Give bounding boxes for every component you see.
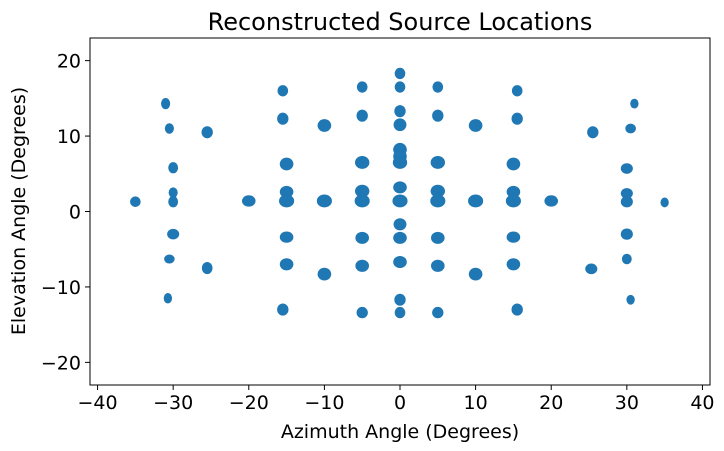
data-point-73	[620, 228, 633, 240]
y-tick-label: −10	[41, 277, 81, 299]
y-axis: −20 −10 0 10 20	[41, 51, 90, 374]
data-point-65	[544, 195, 559, 207]
data-point-30	[355, 259, 369, 272]
data-point-4	[168, 162, 179, 174]
data-point-9	[163, 292, 173, 304]
data-point-32	[394, 67, 406, 80]
data-point-72	[620, 196, 633, 208]
data-point-12	[241, 195, 256, 207]
data-point-61	[505, 194, 521, 208]
data-point-51	[431, 231, 445, 244]
x-tick-label: 20	[539, 392, 563, 414]
data-point-27	[355, 184, 370, 198]
data-point-59	[506, 157, 521, 171]
data-point-69	[625, 123, 636, 134]
data-point-38	[392, 156, 408, 169]
data-point-40	[392, 194, 408, 208]
data-point-5	[168, 187, 178, 198]
data-point-3	[164, 123, 174, 134]
data-point-34	[394, 105, 406, 118]
points-layer	[130, 67, 669, 319]
data-point-26	[355, 156, 370, 169]
x-tick-label: 10	[464, 392, 488, 414]
data-point-75	[626, 294, 635, 305]
data-point-68	[630, 98, 639, 109]
data-point-58	[511, 112, 523, 125]
data-point-44	[394, 293, 406, 306]
data-point-2	[161, 97, 171, 110]
data-point-63	[506, 258, 521, 271]
y-tick-label: −20	[41, 352, 81, 374]
data-point-52	[431, 259, 445, 272]
data-point-19	[279, 258, 294, 271]
data-point-60	[506, 185, 521, 198]
data-point-53	[432, 306, 444, 319]
data-point-1	[130, 196, 141, 207]
data-point-67	[585, 263, 598, 275]
data-point-23	[317, 267, 332, 281]
data-point-42	[393, 231, 407, 244]
x-tick-label: 0	[394, 392, 406, 414]
data-point-22	[316, 194, 332, 208]
data-point-14	[277, 112, 289, 125]
data-point-18	[279, 231, 294, 243]
data-point-66	[587, 126, 599, 139]
x-axis: −40 −30 −20 −10 0 10 20 30 40	[78, 385, 715, 414]
data-point-7	[167, 228, 180, 240]
data-point-29	[355, 231, 369, 244]
data-point-74	[621, 253, 632, 265]
data-point-50	[430, 194, 446, 208]
data-point-45	[394, 306, 406, 319]
data-point-70	[620, 163, 633, 174]
data-point-11	[201, 262, 213, 275]
data-point-49	[430, 184, 445, 198]
data-point-6	[168, 196, 179, 208]
data-point-24	[356, 81, 368, 93]
data-point-62	[506, 231, 521, 243]
data-point-57	[511, 85, 523, 97]
data-point-20	[277, 303, 289, 316]
x-tick-label: −10	[304, 392, 344, 414]
data-point-43	[393, 256, 407, 269]
data-point-41	[393, 218, 407, 231]
data-point-33	[394, 81, 406, 93]
x-tick-label: −40	[78, 392, 118, 414]
data-point-21	[317, 119, 332, 132]
chart-title: Reconstructed Source Locations	[208, 8, 593, 36]
data-point-54	[468, 119, 483, 132]
data-point-56	[468, 267, 483, 281]
data-point-16	[279, 185, 294, 198]
data-point-31	[356, 306, 368, 319]
x-tick-label: 30	[615, 392, 639, 414]
data-point-17	[279, 194, 295, 208]
y-tick-label: 0	[69, 202, 81, 224]
y-axis-label: Elevation Angle (Degrees)	[8, 87, 30, 335]
x-axis-label: Azimuth Angle (Degrees)	[281, 421, 519, 443]
data-point-35	[393, 118, 407, 132]
y-tick-label: 20	[57, 51, 81, 73]
data-point-48	[430, 156, 445, 169]
data-point-8	[164, 254, 175, 264]
data-point-76	[660, 197, 669, 208]
x-tick-label: 40	[690, 392, 714, 414]
data-point-28	[354, 194, 370, 208]
data-point-15	[279, 157, 294, 171]
data-point-13	[277, 85, 289, 97]
data-point-39	[393, 181, 407, 194]
data-point-25	[356, 109, 368, 122]
data-point-47	[432, 109, 444, 122]
data-point-71	[620, 188, 633, 199]
data-point-55	[468, 194, 484, 208]
data-point-10	[201, 126, 213, 139]
x-tick-label: −20	[229, 392, 269, 414]
x-tick-label: −30	[153, 392, 193, 414]
data-point-46	[432, 81, 444, 93]
data-point-64	[511, 303, 523, 316]
y-tick-label: 10	[57, 126, 81, 148]
